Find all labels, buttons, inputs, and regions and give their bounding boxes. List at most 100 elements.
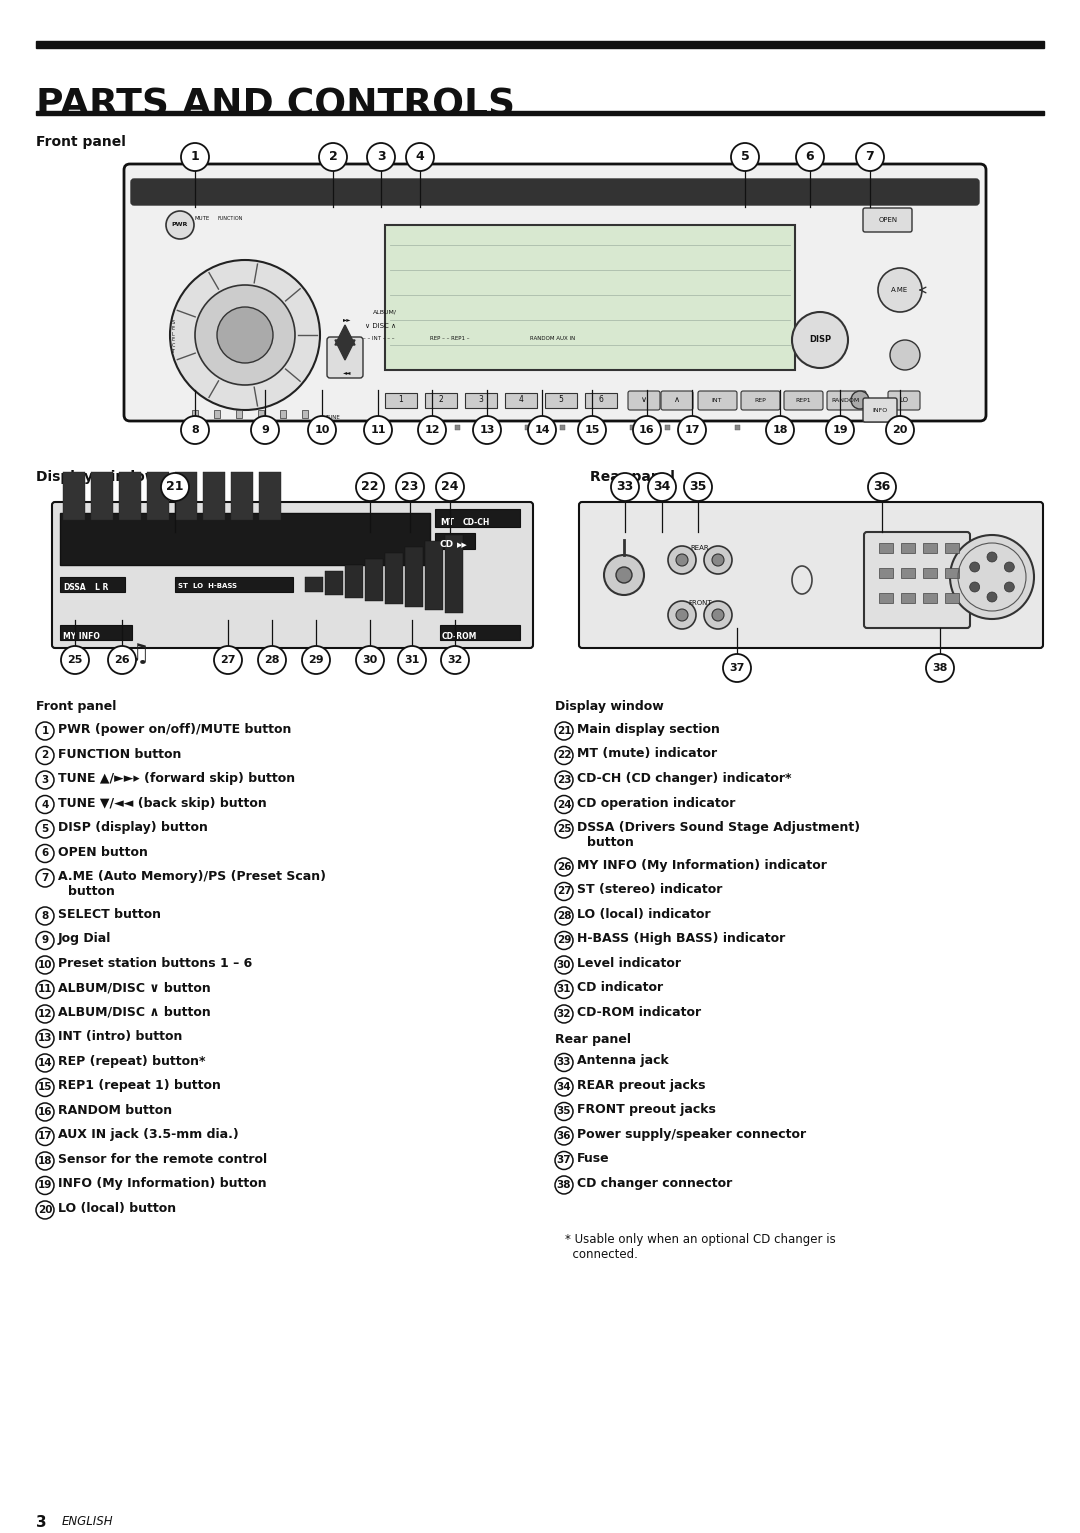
Text: 1: 1 bbox=[399, 396, 403, 405]
Circle shape bbox=[36, 869, 54, 888]
Text: AUX IN jack (3.5-mm dia.): AUX IN jack (3.5-mm dia.) bbox=[58, 1128, 239, 1142]
Text: 7: 7 bbox=[866, 150, 875, 164]
Circle shape bbox=[214, 645, 242, 675]
Circle shape bbox=[555, 747, 573, 765]
Circle shape bbox=[611, 474, 639, 501]
Circle shape bbox=[36, 1030, 54, 1047]
Circle shape bbox=[712, 553, 724, 566]
Circle shape bbox=[868, 474, 896, 501]
Text: 13: 13 bbox=[480, 425, 495, 435]
Text: 3: 3 bbox=[377, 150, 386, 164]
Bar bbox=[345, 566, 363, 598]
FancyBboxPatch shape bbox=[863, 208, 912, 231]
Bar bbox=[505, 392, 537, 408]
Text: MT: MT bbox=[440, 518, 454, 527]
Circle shape bbox=[195, 285, 295, 385]
Text: ∨ DISC ∧: ∨ DISC ∧ bbox=[365, 323, 396, 330]
Text: Rear panel: Rear panel bbox=[555, 1033, 631, 1047]
Bar bbox=[405, 547, 423, 607]
Text: DISP (display) button: DISP (display) button bbox=[58, 822, 207, 834]
Bar bbox=[879, 543, 893, 553]
Text: CD-CH (CD changer) indicator*: CD-CH (CD changer) indicator* bbox=[577, 773, 792, 785]
Text: 32: 32 bbox=[447, 655, 462, 665]
Text: 38: 38 bbox=[557, 1180, 571, 1190]
Bar bbox=[36, 110, 1044, 115]
Bar bbox=[384, 553, 403, 604]
Circle shape bbox=[633, 415, 661, 445]
Text: 37: 37 bbox=[729, 662, 745, 673]
Circle shape bbox=[878, 268, 922, 313]
Circle shape bbox=[555, 908, 573, 924]
Text: FUNCTION button: FUNCTION button bbox=[58, 748, 181, 760]
Circle shape bbox=[60, 645, 89, 675]
Text: 10: 10 bbox=[38, 960, 52, 970]
Text: 11: 11 bbox=[370, 425, 386, 435]
Text: 19: 19 bbox=[833, 425, 848, 435]
Bar bbox=[175, 576, 293, 592]
Text: 33: 33 bbox=[617, 480, 634, 494]
Bar bbox=[445, 535, 463, 613]
Text: 35: 35 bbox=[689, 480, 706, 494]
Text: CD-CH: CD-CH bbox=[463, 518, 490, 527]
Bar bbox=[302, 409, 308, 419]
Text: 27: 27 bbox=[220, 655, 235, 665]
Circle shape bbox=[396, 474, 424, 501]
Text: 1: 1 bbox=[191, 150, 200, 164]
Text: 3: 3 bbox=[478, 396, 484, 405]
Text: 12: 12 bbox=[424, 425, 440, 435]
Bar bbox=[440, 625, 519, 639]
Text: 29: 29 bbox=[308, 655, 324, 665]
Bar bbox=[945, 593, 959, 602]
Circle shape bbox=[555, 932, 573, 949]
Text: 18: 18 bbox=[772, 425, 787, 435]
Text: 2: 2 bbox=[328, 150, 337, 164]
Text: REAR: REAR bbox=[691, 546, 710, 550]
Bar bbox=[490, 425, 495, 429]
Text: 11: 11 bbox=[38, 984, 52, 995]
Circle shape bbox=[36, 1006, 54, 1023]
Text: CD operation indicator: CD operation indicator bbox=[577, 797, 735, 809]
Text: 30: 30 bbox=[363, 655, 378, 665]
Text: ALBUM/DISC ∨ button: ALBUM/DISC ∨ button bbox=[58, 981, 211, 995]
Text: Main display section: Main display section bbox=[577, 724, 720, 736]
Bar bbox=[879, 569, 893, 578]
Text: 28: 28 bbox=[265, 655, 280, 665]
Text: MY INFO: MY INFO bbox=[63, 632, 99, 641]
Text: MY INFO (My Information) indicator: MY INFO (My Information) indicator bbox=[577, 858, 827, 872]
Circle shape bbox=[704, 601, 732, 629]
Bar bbox=[384, 425, 390, 429]
Bar bbox=[214, 409, 220, 419]
Circle shape bbox=[528, 415, 556, 445]
Circle shape bbox=[364, 415, 392, 445]
Bar bbox=[435, 533, 475, 549]
Text: 18: 18 bbox=[38, 1156, 52, 1167]
Text: LO (local) indicator: LO (local) indicator bbox=[577, 908, 711, 921]
Text: L R: L R bbox=[95, 583, 108, 592]
Text: 24: 24 bbox=[442, 480, 459, 494]
Text: LO (local) button: LO (local) button bbox=[58, 1202, 176, 1216]
Circle shape bbox=[950, 535, 1034, 619]
Text: 36: 36 bbox=[874, 480, 891, 494]
Text: REP1: REP1 bbox=[795, 397, 811, 403]
Text: 21: 21 bbox=[557, 727, 571, 736]
Text: TUNE ▲/►►▸ (forward skip) button: TUNE ▲/►►▸ (forward skip) button bbox=[58, 773, 295, 785]
Text: REP – – REP1 –: REP – – REP1 – bbox=[430, 336, 470, 340]
FancyBboxPatch shape bbox=[784, 391, 823, 409]
Text: Display window: Display window bbox=[36, 471, 158, 484]
Text: PARTS AND CONTROLS: PARTS AND CONTROLS bbox=[36, 87, 515, 124]
Text: Power supply/speaker connector: Power supply/speaker connector bbox=[577, 1128, 806, 1141]
Text: 13: 13 bbox=[38, 1033, 52, 1044]
Circle shape bbox=[555, 1102, 573, 1121]
Text: 8: 8 bbox=[191, 425, 199, 435]
Text: 37: 37 bbox=[556, 1156, 571, 1165]
Bar bbox=[426, 392, 457, 408]
Text: TUNE: TUNE bbox=[325, 415, 340, 420]
Circle shape bbox=[399, 645, 426, 675]
Text: ▶▶: ▶▶ bbox=[457, 543, 468, 547]
Bar bbox=[60, 514, 430, 566]
Bar bbox=[770, 425, 775, 429]
Text: CD indicator: CD indicator bbox=[577, 981, 663, 995]
Text: DSSA (Drivers Sound Stage Adjustment): DSSA (Drivers Sound Stage Adjustment) bbox=[577, 822, 860, 834]
Circle shape bbox=[319, 143, 347, 172]
Bar bbox=[365, 560, 383, 601]
